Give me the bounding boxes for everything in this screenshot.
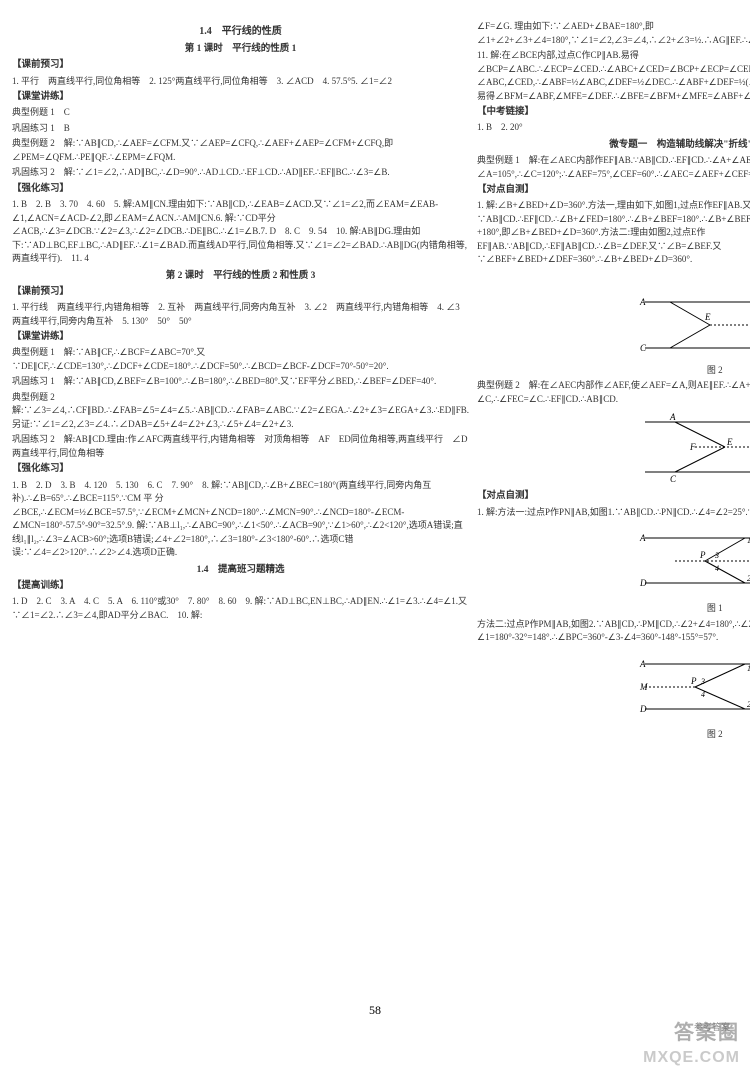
- preclass-title: 【课前预习】: [12, 58, 469, 72]
- reinforce-title-2: 【强化练习】: [12, 462, 469, 476]
- column-2: ∠F=∠G. 理由如下:∵∠AED+∠BAE=180°,即∠1+∠2+∠3+∠4…: [477, 20, 750, 970]
- figure-c2-2: A B E F C D: [635, 290, 750, 360]
- lesson-2-title: 第 2 课时 平行线的性质 2 和性质 3: [12, 269, 469, 283]
- self-test-p2: 1. 解:方法一:过点P作PN∥AB,如图1.∵AB∥CD.∴PN∥CD.∴∠4…: [477, 506, 750, 520]
- practice-1: 巩固练习 1 B: [12, 122, 469, 136]
- reinforce-title: 【强化练习】: [12, 182, 469, 196]
- svg-text:E: E: [704, 312, 711, 322]
- fig2-label: 图 2: [477, 364, 750, 378]
- lesson-1-title: 第 1 课时 平行线的性质 1: [12, 42, 469, 56]
- svg-text:A: A: [669, 412, 676, 422]
- svg-text:C: C: [670, 474, 677, 484]
- mini-topic-title: 微专题一 构造辅助线解决"折线"、"拐角"型问题: [477, 138, 750, 152]
- svg-text:4: 4: [715, 564, 719, 573]
- figure-c2-4: A B 1 P N 3 4 D C 2: [635, 523, 750, 598]
- col2-p1: ∠F=∠G. 理由如下:∵∠AED+∠BAE=180°,即∠1+∠2+∠3+∠4…: [477, 20, 750, 47]
- example-1b: 典型例题 1 解:∵AB∥CF,∴∠BCF=∠ABC=70°.又∵DE∥CF,∴…: [12, 346, 469, 373]
- col2-p4: 典型例题 2 解:在∠AEC内部作∠AEF,使∠AEF=∠A,则AE∥EF.∴∠…: [477, 379, 750, 406]
- practice-2: 巩固练习 2 解:∵∠1=∠2,∴AD∥BC,∴∠D=90°.∴AD⊥CD.∴E…: [12, 166, 469, 180]
- reinforce-body-2: 1. B 2. D 3. B 4. 120 5. 130 6. C 7. 90°…: [12, 479, 469, 560]
- advanced-body: 1. D 2. C 3. A 4. C 5. A 6. 110°或30° 7. …: [12, 595, 469, 622]
- svg-text:D: D: [639, 704, 647, 714]
- watermark-en: MXQE.COM: [643, 1049, 740, 1067]
- col2-p2: 11. 解:在∠BCE内部,过点C作CP∥AB.易得∠BCP=∠ABC.∴∠EC…: [477, 49, 750, 103]
- svg-text:A: A: [639, 659, 646, 669]
- advanced-title: 1.4 提高班习题精选: [12, 563, 469, 577]
- example-2: 典型例题 2 解:∵AB∥CD,∴∠AEF=∠CFM.又∵∠AEP=∠CFQ,∴…: [12, 137, 469, 164]
- example-1: 典型例题 1 C: [12, 106, 469, 120]
- watermark-cn: 答案圈: [674, 1016, 740, 1045]
- chapter-title: 1.4 平行线的性质: [12, 24, 469, 39]
- fig1-label: 图 1: [597, 272, 750, 286]
- self-test-p3: 方法二:过点P作PM∥AB,如图2.∵AB∥CD,∴PM∥CD,∴∠2+∠4=1…: [477, 618, 750, 645]
- figure-c2-3: A B F E C D: [635, 410, 750, 485]
- fig3-label: 图 1: [477, 602, 750, 616]
- page-content: 1.4 平行线的性质 第 1 课时 平行线的性质 1 【课前预习】 1. 平行 …: [0, 0, 750, 1000]
- inclass-title-2: 【课堂讲练】: [12, 330, 469, 344]
- svg-text:D: D: [639, 578, 647, 588]
- preclass-body: 1. 平行 两直线平行,同位角相等 2. 125°两直线平行,同位角相等 3. …: [12, 75, 469, 89]
- inclass-title: 【课堂讲练】: [12, 90, 469, 104]
- svg-text:M: M: [639, 682, 648, 692]
- advanced-train: 【提高训练】: [12, 579, 469, 593]
- svg-text:C: C: [640, 343, 647, 353]
- svg-text:P: P: [690, 676, 697, 686]
- column-1: 1.4 平行线的性质 第 1 课时 平行线的性质 1 【课前预习】 1. 平行 …: [12, 20, 469, 970]
- self-test-title-2: 【对点自测】: [477, 489, 750, 503]
- zhongkao-body: 1. B 2. 20°: [477, 121, 750, 135]
- practice-1b: 巩固练习 1 解:∵AB∥CD,∠BEF=∠B=100°.∴∠B=180°,∴∠…: [12, 375, 469, 389]
- fig4-label: 图 2: [477, 728, 750, 742]
- svg-text:E: E: [726, 437, 733, 447]
- svg-text:A: A: [639, 533, 646, 543]
- self-test-title: 【对点自测】: [477, 183, 750, 197]
- practice-2b: 巩固练习 2 解:AB∥CD.理由:作∠AFC两直线平行,内错角相等 对顶角相等…: [12, 433, 469, 460]
- example-2b: 典型例题 2 解:∵∠3=∠4,∴CF∥BD.∴∠FAB=∠5=∠4=∠5.∴A…: [12, 391, 469, 432]
- svg-text:F: F: [689, 442, 696, 452]
- svg-text:3: 3: [714, 551, 719, 560]
- figure-c2-5: M B A 1 P 3 4 D C 2: [635, 649, 750, 724]
- preclass-body-2: 1. 平行线 两直线平行,内错角相等 2. 互补 两直线平行,同旁内角互补 3.…: [12, 301, 469, 328]
- svg-text:P: P: [699, 550, 706, 560]
- preclass-title-2: 【课前预习】: [12, 285, 469, 299]
- zhongkao-title: 【中考链接】: [477, 105, 750, 119]
- reinforce-body: 1. B 2. B 3. 70 4. 60 5. 解:AM∥CN.理由如下:∵A…: [12, 198, 469, 266]
- svg-text:A: A: [639, 297, 646, 307]
- svg-text:4: 4: [701, 690, 705, 699]
- svg-text:3: 3: [700, 677, 705, 686]
- col2-p3: 典型例题 1 解:在∠AEC内部作EF∥AB.∵AB∥CD.∴EF∥CD.∴∠A…: [477, 154, 750, 181]
- page-number: 58: [0, 1003, 750, 1018]
- self-test-p1: 1. 解:∠B+∠BED+∠D=360°.方法一,理由如下,如图1,过点E作EF…: [477, 199, 750, 267]
